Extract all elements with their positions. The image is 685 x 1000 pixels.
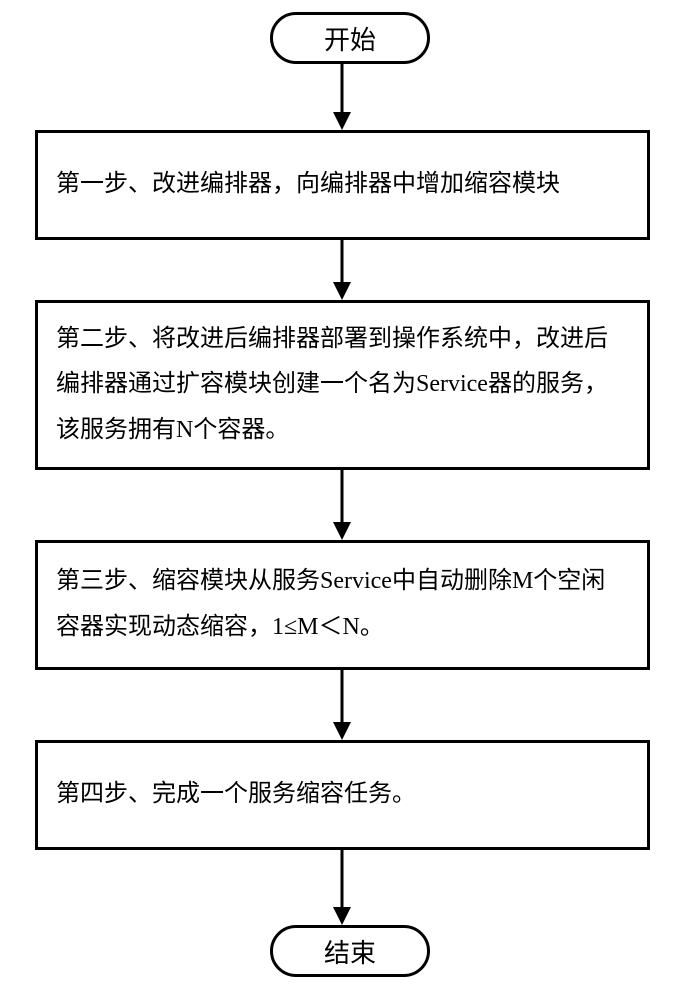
- flowchart-canvas: 开始 第一步、改进编排器，向编排器中增加缩容模块 第二步、将改进后编排器部署到操…: [0, 0, 685, 1000]
- arrow-step4-end: [0, 0, 685, 1000]
